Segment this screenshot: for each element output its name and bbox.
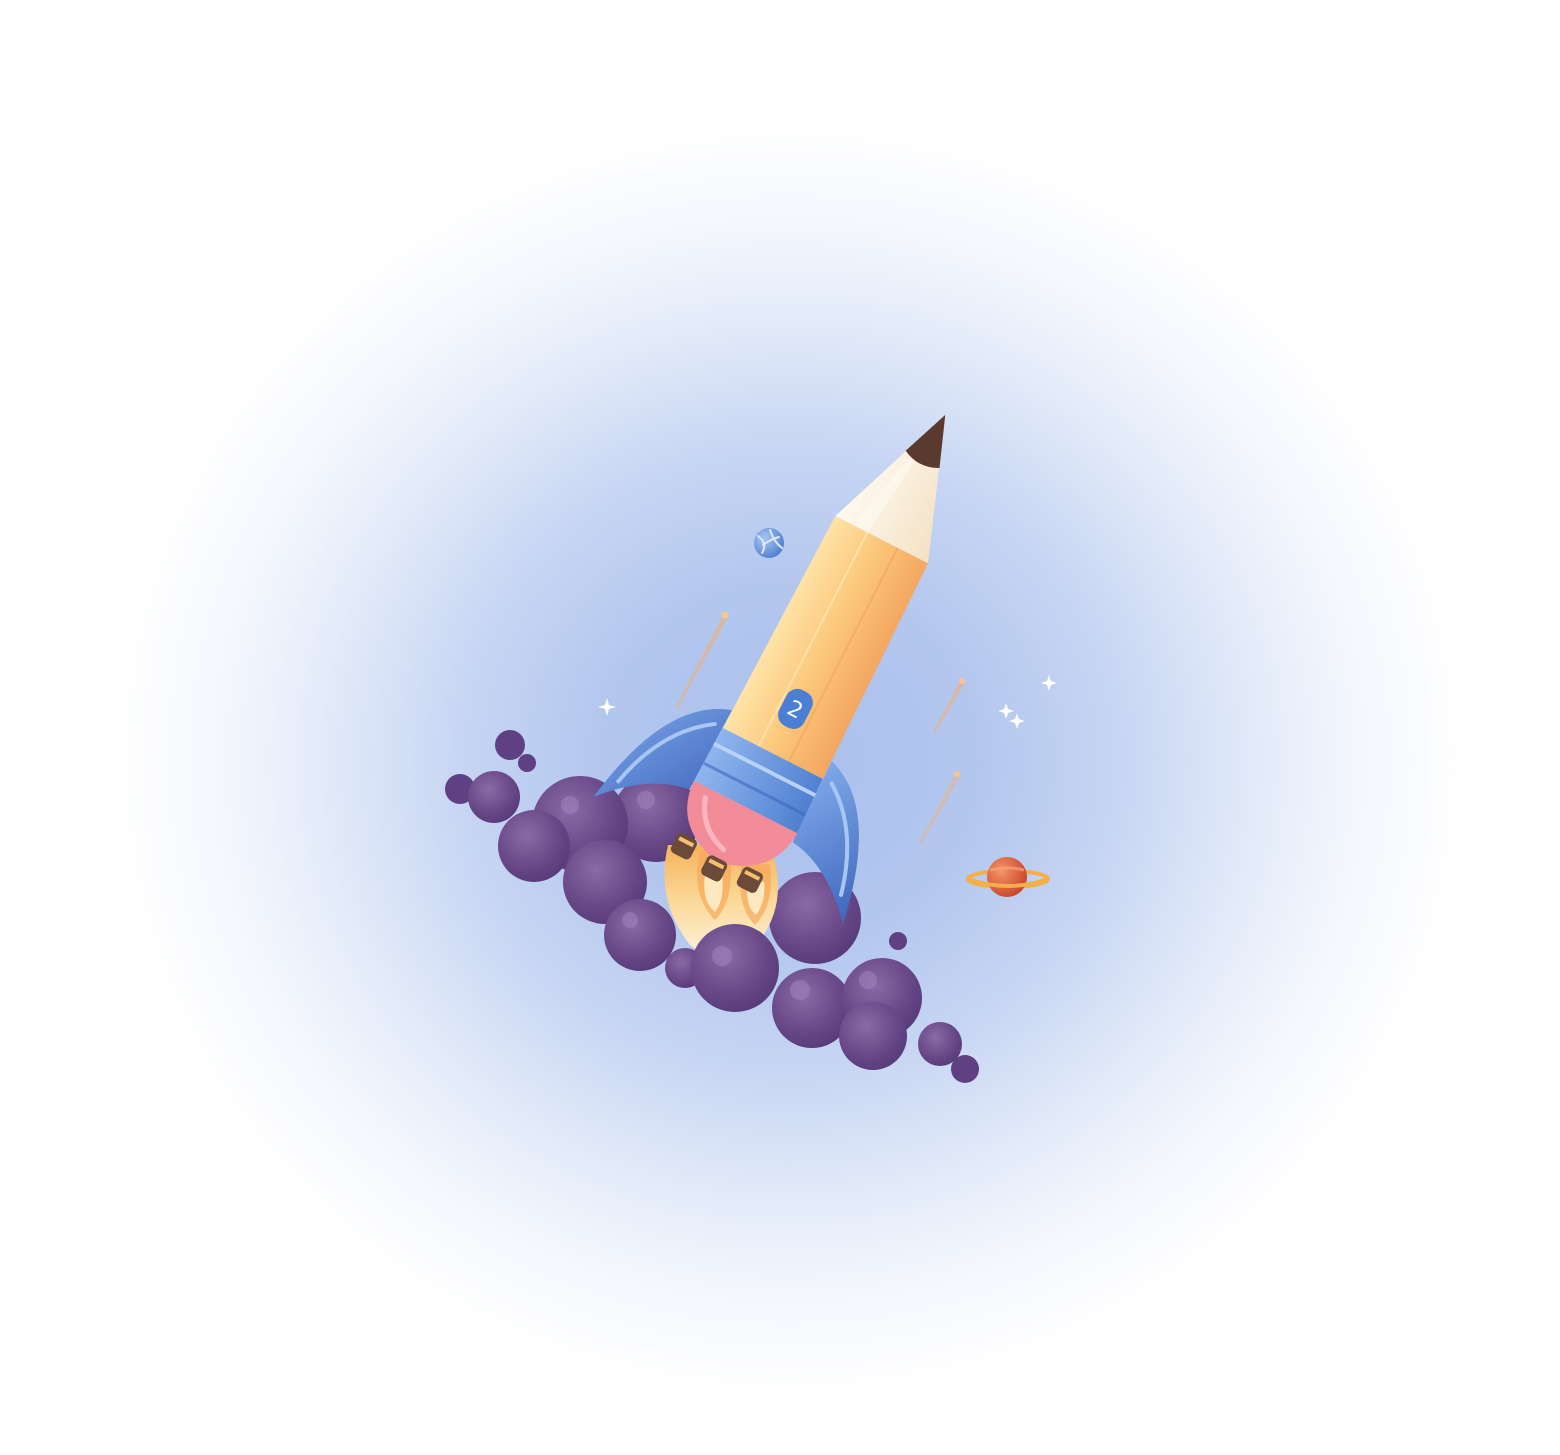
meteor-streak-icon bbox=[676, 611, 729, 708]
sparkle-icon bbox=[598, 698, 616, 716]
meteor-streak-icon bbox=[919, 771, 960, 845]
planet-ringed-icon bbox=[966, 857, 1050, 897]
number-badge: 2 bbox=[778, 688, 813, 729]
smoke-cloud-icon bbox=[561, 791, 979, 1083]
pencil-rocket-icon: 2 bbox=[593, 414, 946, 924]
meteor-streak-icon bbox=[933, 678, 965, 733]
sparkle-icon bbox=[1009, 713, 1025, 729]
planet-small-icon bbox=[754, 528, 784, 558]
smoke-cloud-icon bbox=[445, 730, 907, 964]
sparkle-icon bbox=[998, 703, 1014, 719]
sparkle-icon bbox=[1041, 675, 1057, 691]
